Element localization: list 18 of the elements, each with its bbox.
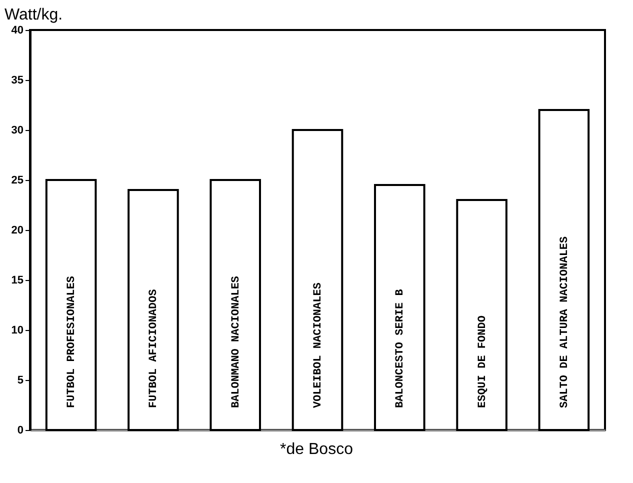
y-tick-label: 40 <box>11 24 24 36</box>
x-tick-label: FUTBOL PROFESIONALES <box>66 276 78 408</box>
x-tick-label: SALTO DE ALTURA NACIONALES <box>558 236 571 408</box>
x-tick-label: BALONMANO NACIONALES <box>230 276 242 408</box>
x-tick-label: ESQUI DE FONDO <box>476 315 489 408</box>
x-tick-label: VOLEIBOL NACIONALES <box>312 282 324 408</box>
x-tick-label: BALONCESTO SERIE B <box>394 288 407 408</box>
text: *de Bosco <box>279 441 354 459</box>
y-tick-label: 20 <box>11 224 24 236</box>
y-tick-label: 0 <box>17 424 24 436</box>
y-tick-label: 30 <box>11 124 24 136</box>
y-axis-title: Watt/kg. <box>4 6 63 24</box>
y-tick-label: 35 <box>11 74 24 86</box>
y-tick-label: 15 <box>11 274 24 286</box>
y-tick-label: 5 <box>17 374 24 386</box>
x-tick-label: FUTBOL AFICIONADOS <box>148 288 160 408</box>
y-tick-label: 10 <box>11 324 24 336</box>
y-tick-label: 25 <box>11 174 24 186</box>
